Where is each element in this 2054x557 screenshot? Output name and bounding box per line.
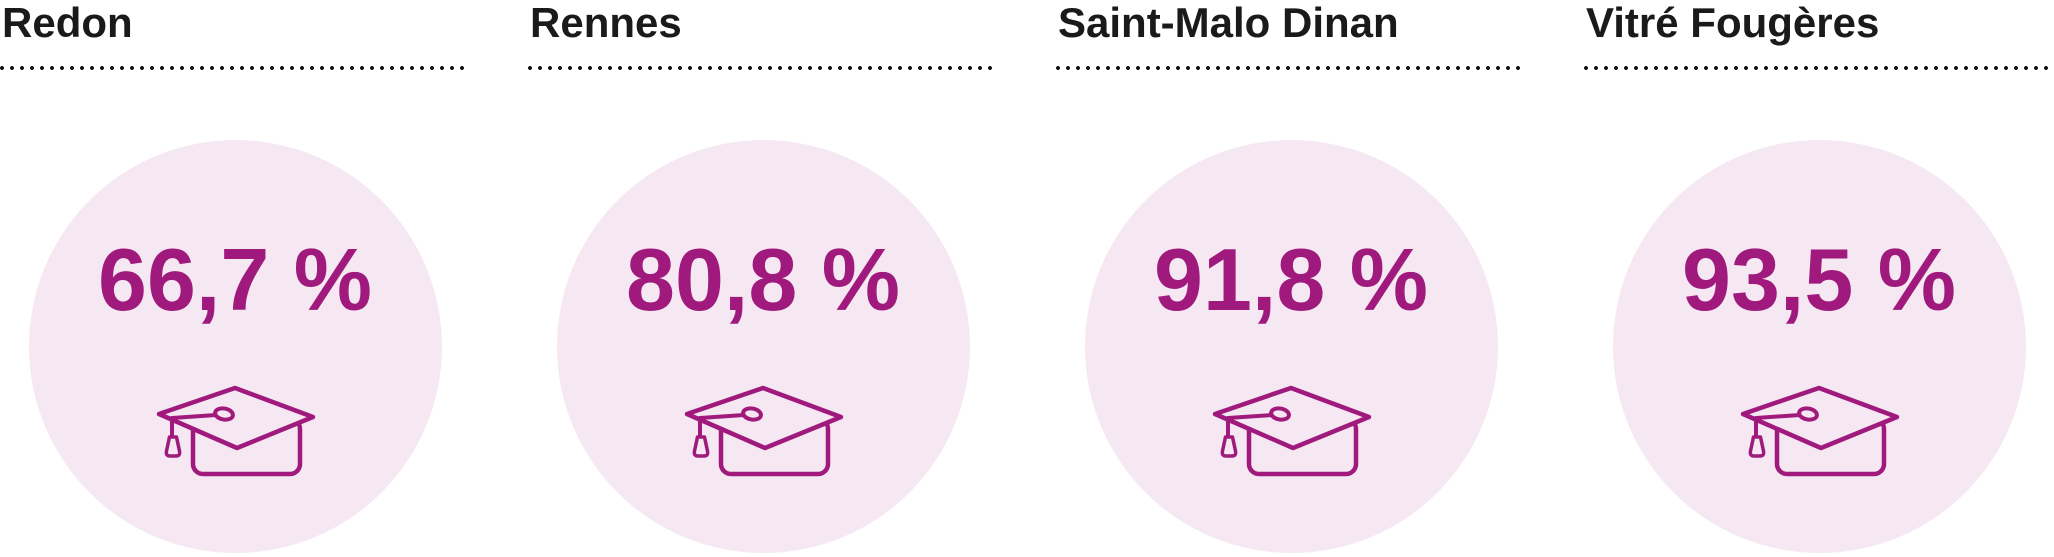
percentage-value: 93,5 % — [1682, 230, 1956, 329]
dotted-divider — [528, 66, 998, 70]
dotted-divider — [0, 66, 470, 70]
territory-title: Vitré Fougères — [1586, 0, 1880, 46]
territory-title: Redon — [2, 0, 133, 46]
graduation-cap-icon — [1212, 385, 1372, 477]
kpi-circle: 91,8 % — [1084, 140, 1498, 553]
percentage-value: 66,7 % — [98, 230, 372, 329]
percentage-value: 91,8 % — [1154, 230, 1428, 329]
territory-card-saint-malo-dinan: Saint-Malo Dinan 91,8 % — [1056, 0, 1526, 553]
territory-title: Saint-Malo Dinan — [1058, 0, 1399, 46]
territory-card-rennes: Rennes 80,8 % — [528, 0, 998, 553]
kpi-circle: 80,8 % — [556, 140, 970, 553]
dotted-divider — [1584, 66, 2054, 70]
graduation-cap-icon — [156, 385, 316, 477]
graduation-cap-icon — [684, 385, 844, 477]
territory-title: Rennes — [530, 0, 682, 46]
territory-card-vitre-fougeres: Vitré Fougères 93,5 % — [1584, 0, 2054, 553]
kpi-circle: 66,7 % — [28, 140, 442, 553]
kpi-circle: 93,5 % — [1612, 140, 2026, 553]
graduation-cap-icon — [1740, 385, 1900, 477]
percentage-value: 80,8 % — [626, 230, 900, 329]
dotted-divider — [1056, 66, 1526, 70]
territory-card-redon: Redon 66,7 % — [0, 0, 470, 553]
